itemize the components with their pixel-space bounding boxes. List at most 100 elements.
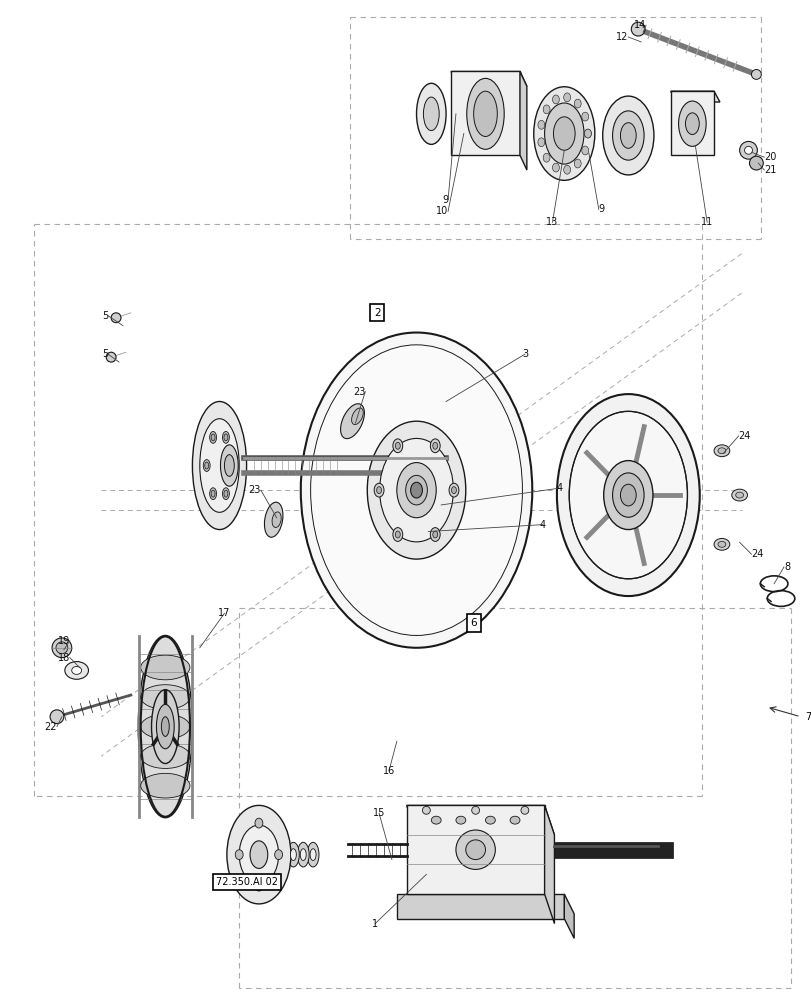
Ellipse shape (543, 105, 549, 114)
Ellipse shape (563, 93, 570, 102)
Ellipse shape (152, 690, 179, 764)
Ellipse shape (140, 655, 190, 680)
Polygon shape (519, 71, 526, 170)
Ellipse shape (204, 462, 208, 469)
Ellipse shape (573, 99, 581, 108)
Ellipse shape (222, 488, 229, 500)
Ellipse shape (255, 818, 263, 828)
Ellipse shape (224, 490, 228, 497)
Ellipse shape (448, 483, 458, 497)
Ellipse shape (717, 541, 725, 547)
Ellipse shape (235, 850, 242, 860)
Ellipse shape (432, 442, 437, 449)
Ellipse shape (211, 434, 215, 441)
Ellipse shape (71, 666, 81, 674)
Ellipse shape (272, 512, 281, 528)
Ellipse shape (473, 91, 496, 136)
Ellipse shape (300, 849, 306, 861)
Ellipse shape (393, 528, 402, 541)
Ellipse shape (255, 881, 263, 891)
Ellipse shape (455, 816, 466, 824)
Ellipse shape (224, 434, 228, 441)
Text: 13: 13 (546, 217, 558, 227)
Ellipse shape (287, 842, 299, 867)
Ellipse shape (138, 635, 192, 818)
Ellipse shape (744, 146, 752, 154)
Polygon shape (406, 805, 544, 894)
Ellipse shape (211, 490, 215, 497)
Ellipse shape (229, 460, 235, 471)
Ellipse shape (397, 463, 436, 518)
Ellipse shape (466, 840, 485, 860)
Ellipse shape (731, 489, 747, 501)
Ellipse shape (393, 439, 402, 453)
Ellipse shape (713, 538, 729, 550)
Ellipse shape (230, 462, 234, 469)
Text: 12: 12 (616, 32, 628, 42)
Ellipse shape (451, 487, 456, 494)
Ellipse shape (430, 528, 440, 541)
Ellipse shape (224, 455, 234, 476)
Ellipse shape (423, 97, 439, 131)
Ellipse shape (351, 408, 363, 425)
Ellipse shape (509, 816, 519, 824)
Ellipse shape (544, 103, 583, 164)
Ellipse shape (466, 78, 504, 149)
Text: 23: 23 (353, 387, 365, 397)
Ellipse shape (56, 642, 67, 654)
Text: 8: 8 (783, 562, 789, 572)
Ellipse shape (200, 419, 239, 512)
Ellipse shape (584, 129, 590, 138)
Ellipse shape (222, 431, 229, 443)
Ellipse shape (310, 849, 315, 861)
Ellipse shape (620, 484, 636, 506)
Ellipse shape (602, 96, 653, 175)
Ellipse shape (395, 442, 400, 449)
Text: 20: 20 (763, 152, 775, 162)
Ellipse shape (521, 806, 528, 814)
Ellipse shape (221, 445, 238, 486)
Ellipse shape (678, 101, 706, 146)
Ellipse shape (551, 95, 559, 104)
Ellipse shape (157, 704, 174, 749)
Polygon shape (670, 91, 713, 155)
Text: 4: 4 (539, 520, 545, 530)
Ellipse shape (340, 404, 364, 439)
Ellipse shape (203, 460, 210, 471)
Polygon shape (397, 894, 564, 919)
Text: 3: 3 (521, 349, 527, 359)
Ellipse shape (630, 22, 644, 36)
Text: 23: 23 (248, 485, 260, 495)
Ellipse shape (455, 830, 495, 869)
Text: 2: 2 (373, 308, 380, 318)
Polygon shape (670, 91, 719, 102)
Ellipse shape (533, 87, 594, 180)
Ellipse shape (209, 488, 217, 500)
Ellipse shape (140, 773, 190, 798)
Ellipse shape (226, 805, 290, 904)
Text: 10: 10 (436, 206, 448, 216)
Ellipse shape (471, 806, 479, 814)
Ellipse shape (406, 475, 427, 505)
Ellipse shape (111, 313, 121, 323)
Ellipse shape (410, 482, 422, 498)
Ellipse shape (300, 333, 532, 648)
Ellipse shape (713, 445, 729, 457)
Text: 17: 17 (218, 608, 230, 618)
Ellipse shape (395, 531, 400, 538)
Ellipse shape (379, 438, 453, 542)
Ellipse shape (161, 717, 169, 736)
Ellipse shape (297, 842, 309, 867)
Ellipse shape (581, 146, 588, 155)
Polygon shape (544, 805, 554, 924)
Text: 5: 5 (102, 349, 108, 359)
Ellipse shape (106, 352, 116, 362)
Ellipse shape (140, 744, 190, 768)
Ellipse shape (573, 159, 581, 168)
Text: 15: 15 (372, 808, 384, 818)
Ellipse shape (611, 473, 643, 517)
Ellipse shape (367, 421, 466, 559)
Ellipse shape (717, 448, 725, 454)
Text: 6: 6 (470, 618, 476, 628)
Ellipse shape (551, 163, 559, 172)
